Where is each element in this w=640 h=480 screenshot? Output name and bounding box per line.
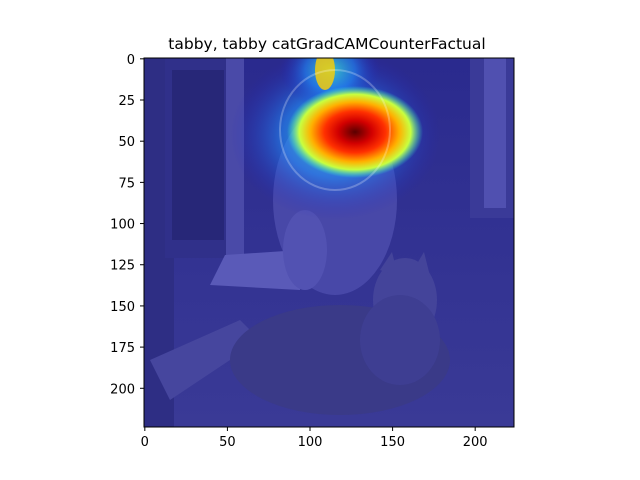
axes-frame xyxy=(143,57,515,428)
y-tick-label: 25 xyxy=(118,94,135,109)
x-tick-label: 200 xyxy=(463,435,488,450)
x-tick-label: 100 xyxy=(298,435,323,450)
y-tick-label: 50 xyxy=(118,135,135,150)
y-axis: 0 25 50 75 100 125 150 175 200 xyxy=(110,53,144,397)
x-tick-label: 0 xyxy=(141,435,149,450)
y-tick-label: 150 xyxy=(110,300,135,315)
y-tick-label: 200 xyxy=(110,382,135,397)
y-tick-label: 100 xyxy=(110,218,135,233)
y-tick-label: 75 xyxy=(118,176,135,191)
y-tick-label: 0 xyxy=(127,53,135,68)
x-axis: 0 50 100 150 200 xyxy=(141,427,488,450)
plot-title: tabby, tabby catGradCAMCounterFactual xyxy=(168,35,485,53)
y-tick-label: 175 xyxy=(110,341,135,356)
y-tick-label: 125 xyxy=(110,259,135,274)
x-tick-label: 150 xyxy=(380,435,405,450)
gradcam-overlay-image xyxy=(144,58,514,427)
x-tick-label: 50 xyxy=(219,435,236,450)
